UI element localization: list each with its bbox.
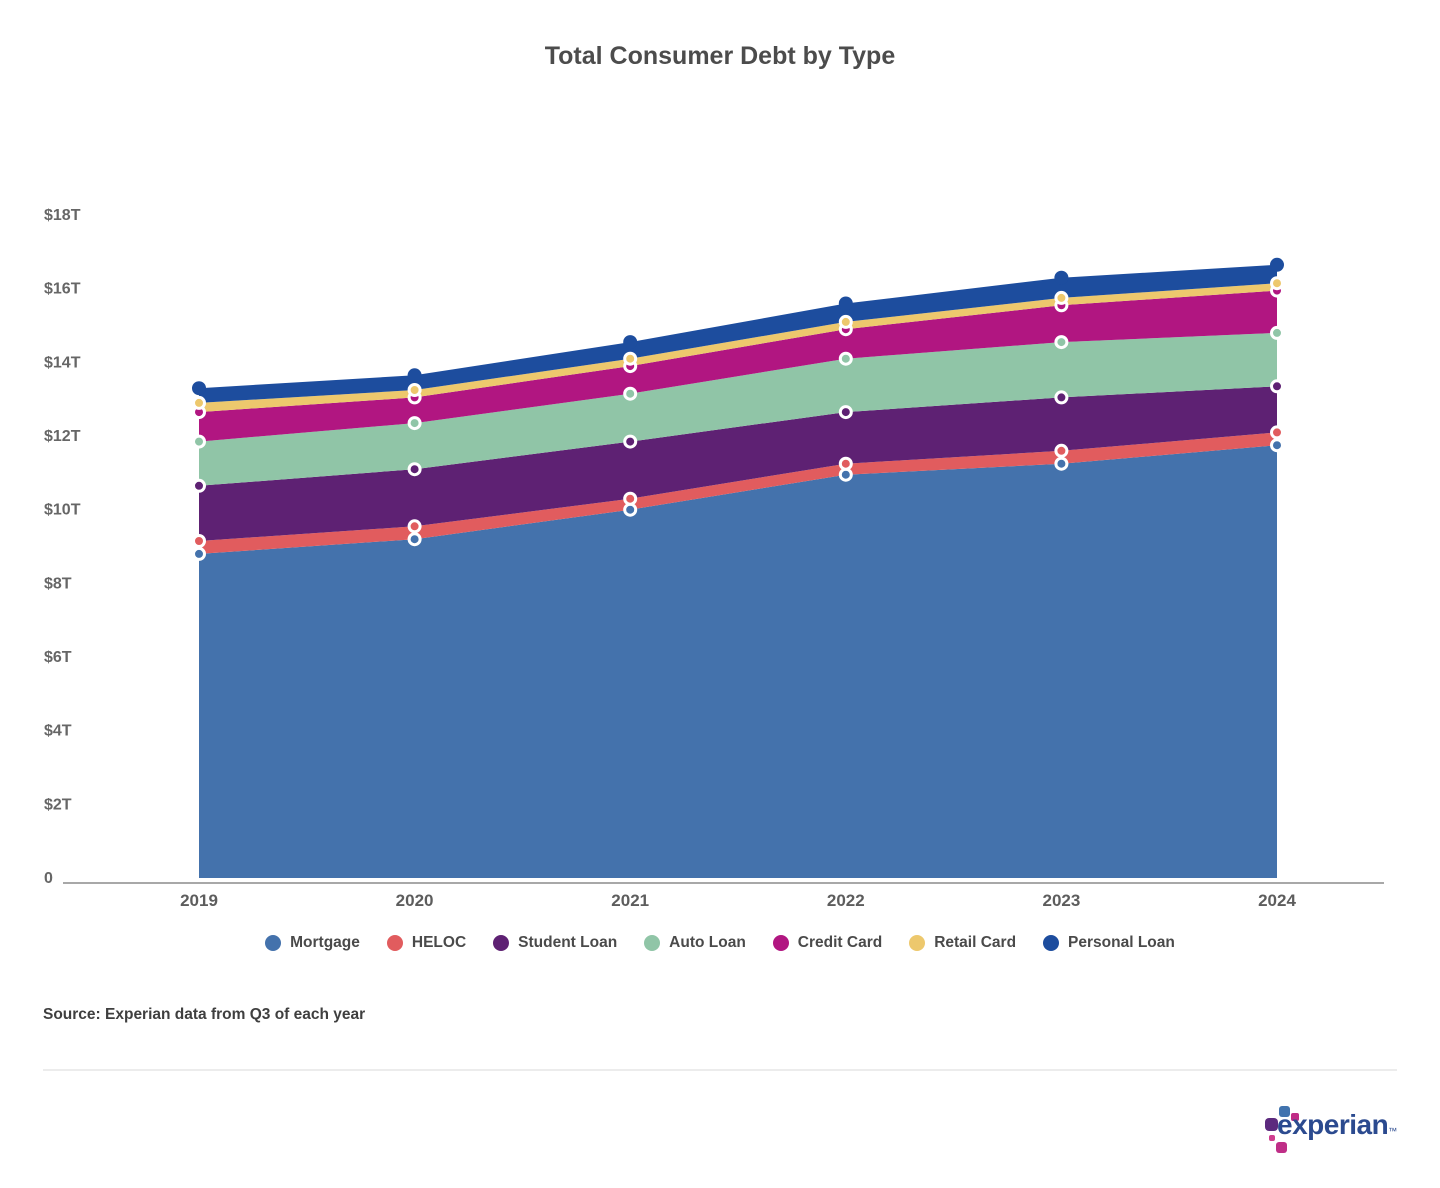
point-student-loan-2020 <box>407 462 422 477</box>
legend-swatch-icon <box>386 935 403 951</box>
y-tick-label: $6T <box>44 649 72 666</box>
point-heloc-2022 <box>838 456 853 471</box>
experian-logo-magenta2-square-icon <box>1276 1142 1287 1153</box>
y-tick-label: $12T <box>44 428 81 445</box>
experian-logo: experian™ <box>1263 1100 1403 1156</box>
point-retail-card-2024 <box>1270 276 1284 291</box>
point-personal-loan-2023 <box>1054 270 1069 285</box>
legend-item-auto-loan: Auto Loan <box>644 934 746 952</box>
y-tick-label: $14T <box>44 354 81 371</box>
source-note: Source: Experian data from Q3 of each ye… <box>43 1006 366 1023</box>
point-personal-loan-2021 <box>623 335 638 350</box>
point-personal-loan-2019 <box>192 381 206 396</box>
point-heloc-2021 <box>623 491 638 506</box>
legend-swatch-icon <box>909 935 926 951</box>
point-personal-loan-2024 <box>1270 257 1284 272</box>
x-tick-label-2023: 2023 <box>1042 891 1080 910</box>
legend-label: Auto Loan <box>669 934 746 951</box>
x-tick-label-2024: 2024 <box>1258 891 1296 910</box>
legend-label: Student Loan <box>518 934 618 951</box>
legend-item-mortgage: Mortgage <box>265 934 360 952</box>
x-tick-label-2020: 2020 <box>396 891 434 910</box>
legend-label: Credit Card <box>797 934 883 951</box>
point-retail-card-2023 <box>1054 290 1069 305</box>
area-credit-card <box>199 290 1277 442</box>
legend-swatch-icon <box>493 935 510 951</box>
point-student-loan-2022 <box>838 405 853 420</box>
stacked-area-chart: $18T $16T $14T $12T $10T $8T $6T $4T $2T 0 2019 202… <box>44 207 1384 910</box>
point-student-loan-2019 <box>192 478 206 493</box>
point-heloc-2024 <box>1270 425 1284 440</box>
y-tick-label: $2T <box>44 796 72 813</box>
point-student-loan-2023 <box>1054 390 1069 405</box>
point-personal-loan-2020 <box>407 368 422 383</box>
legend-swatch-icon <box>265 935 282 951</box>
point-auto-loan-2022 <box>838 351 853 366</box>
legend-item-heloc: HELOC <box>386 934 467 952</box>
y-tick-label: $16T <box>44 281 81 298</box>
point-retail-card-2021 <box>623 351 638 366</box>
point-retail-card-2020 <box>407 383 422 397</box>
experian-wordmark: experian™ <box>1277 1109 1397 1140</box>
legend-label: Mortgage <box>290 934 360 951</box>
y-tick-label: $8T <box>44 575 72 592</box>
point-mortgage-2020 <box>407 532 422 547</box>
y-tick-label: $10T <box>44 502 81 519</box>
chart-title: Total Consumer Debt by Type <box>544 42 896 70</box>
legend-item-retail-card: Retail Card <box>909 934 1016 952</box>
point-student-loan-2021 <box>623 434 638 449</box>
legend-item-student-loan: Student Loan <box>493 934 617 952</box>
point-mortgage-2019 <box>192 546 206 561</box>
footer-divider <box>43 1069 1397 1071</box>
experian-logo-blue-square-icon <box>1279 1106 1290 1117</box>
legend-item-credit-card: Credit Card <box>772 934 883 952</box>
point-personal-loan-2022 <box>838 296 853 311</box>
x-tick-label-2021: 2021 <box>611 891 649 910</box>
area-student-loan <box>199 386 1277 541</box>
point-auto-loan-2020 <box>407 416 422 431</box>
y-tick-label: $4T <box>44 723 72 740</box>
legend-swatch-icon <box>1043 935 1060 951</box>
legend-label: HELOC <box>411 934 467 951</box>
experian-logo-purple-square-icon <box>1265 1118 1278 1131</box>
point-heloc-2023 <box>1054 443 1069 458</box>
point-auto-loan-2024 <box>1270 325 1284 340</box>
area-auto-loan <box>199 332 1277 486</box>
legend-swatch-icon <box>644 935 661 951</box>
experian-logo-pink-square-icon <box>1269 1135 1275 1141</box>
x-tick-label-2019: 2019 <box>180 891 218 910</box>
trademark-symbol: ™ <box>1388 1126 1397 1136</box>
point-heloc-2019 <box>192 534 206 548</box>
chart-legend: Mortgage HELOC Student Loan Auto Loan Credit… <box>0 934 1440 952</box>
point-mortgage-2023 <box>1054 456 1069 471</box>
y-tick-label: 0 <box>44 870 53 887</box>
point-mortgage-2021 <box>623 502 638 517</box>
area-personal-loan <box>199 264 1277 403</box>
point-auto-loan-2021 <box>623 386 638 401</box>
point-mortgage-2024 <box>1270 438 1284 453</box>
legend-label: Retail Card <box>934 934 1017 951</box>
point-heloc-2020 <box>407 519 422 534</box>
x-tick-label-2022: 2022 <box>827 891 865 910</box>
point-auto-loan-2023 <box>1054 335 1069 350</box>
point-auto-loan-2019 <box>192 434 206 449</box>
legend-item-personal-loan: Personal Loan <box>1043 934 1175 952</box>
legend-swatch-icon <box>772 935 789 951</box>
experian-logo-magenta-square-icon <box>1291 1113 1299 1121</box>
point-mortgage-2022 <box>838 467 853 482</box>
area-mortgage <box>199 445 1277 878</box>
point-retail-card-2022 <box>838 314 853 329</box>
y-tick-label: $18T <box>44 207 81 224</box>
area-retail-card <box>199 283 1277 413</box>
area-heloc <box>199 432 1277 554</box>
point-student-loan-2024 <box>1270 379 1284 394</box>
point-retail-card-2019 <box>192 395 206 410</box>
legend-label: Personal Loan <box>1068 934 1175 951</box>
